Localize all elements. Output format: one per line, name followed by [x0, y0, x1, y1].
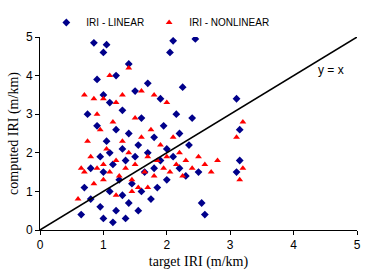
svg-text:5: 5: [354, 238, 361, 252]
svg-text:1: 1: [100, 238, 107, 252]
svg-text:2: 2: [26, 146, 33, 160]
svg-text:IRI - LINEAR: IRI - LINEAR: [86, 17, 144, 28]
svg-text:1: 1: [26, 185, 33, 199]
svg-text:y = x: y = x: [318, 63, 344, 77]
svg-text:2: 2: [163, 238, 170, 252]
svg-text:4: 4: [26, 69, 33, 83]
svg-text:4: 4: [290, 238, 297, 252]
svg-text:IRI - NONLINEAR: IRI - NONLINEAR: [189, 17, 269, 28]
svg-text:0: 0: [26, 223, 33, 237]
svg-text:computed IRI (m/km): computed IRI (m/km): [6, 72, 22, 195]
svg-text:5: 5: [26, 30, 33, 44]
svg-text:target IRI (m/km): target IRI (m/km): [149, 254, 249, 270]
svg-text:3: 3: [227, 238, 234, 252]
svg-text:3: 3: [26, 107, 33, 121]
svg-text:0: 0: [37, 238, 44, 252]
